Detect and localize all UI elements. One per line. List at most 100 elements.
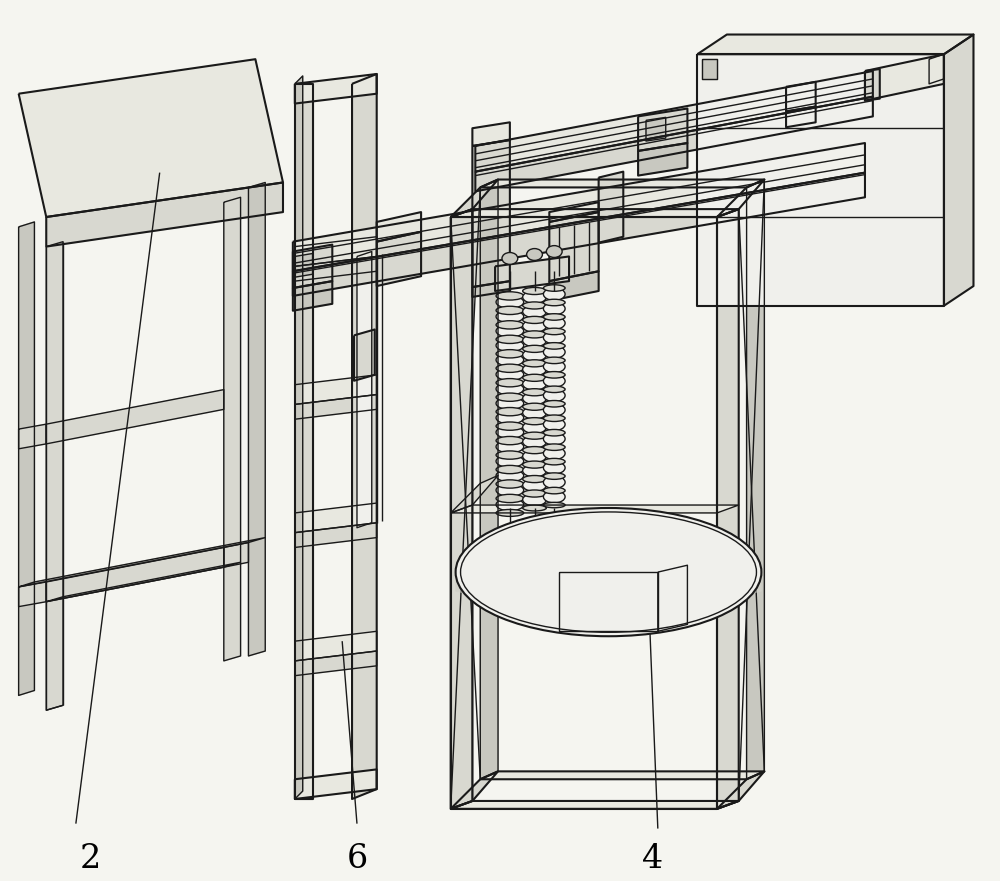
Polygon shape	[46, 389, 224, 444]
Ellipse shape	[523, 331, 546, 338]
Polygon shape	[293, 173, 865, 296]
Polygon shape	[451, 180, 498, 217]
Ellipse shape	[496, 440, 524, 453]
Ellipse shape	[523, 436, 546, 448]
Polygon shape	[357, 252, 372, 528]
Ellipse shape	[496, 393, 524, 402]
Polygon shape	[658, 566, 687, 632]
Polygon shape	[717, 772, 764, 809]
Polygon shape	[702, 59, 717, 79]
Polygon shape	[295, 522, 377, 547]
Ellipse shape	[496, 436, 524, 445]
Polygon shape	[638, 143, 687, 175]
Ellipse shape	[543, 429, 565, 436]
Polygon shape	[224, 543, 248, 567]
Polygon shape	[451, 505, 739, 513]
Ellipse shape	[523, 378, 546, 390]
Ellipse shape	[543, 343, 565, 349]
Ellipse shape	[496, 310, 524, 322]
Ellipse shape	[496, 484, 524, 496]
Ellipse shape	[523, 287, 546, 294]
Ellipse shape	[496, 339, 524, 352]
Ellipse shape	[543, 458, 565, 465]
Polygon shape	[293, 281, 332, 311]
Ellipse shape	[496, 321, 524, 329]
Ellipse shape	[523, 291, 546, 303]
Ellipse shape	[523, 447, 546, 454]
Ellipse shape	[543, 403, 565, 416]
Polygon shape	[475, 97, 873, 191]
Ellipse shape	[496, 494, 524, 502]
Polygon shape	[295, 254, 313, 278]
Polygon shape	[480, 772, 764, 780]
Ellipse shape	[496, 411, 524, 424]
Polygon shape	[549, 271, 599, 300]
Polygon shape	[472, 122, 510, 146]
Polygon shape	[865, 55, 944, 100]
Polygon shape	[19, 537, 265, 587]
Ellipse shape	[523, 363, 546, 375]
Polygon shape	[717, 180, 764, 217]
Polygon shape	[46, 241, 63, 710]
Polygon shape	[295, 503, 377, 533]
Polygon shape	[559, 572, 658, 632]
Ellipse shape	[527, 248, 542, 261]
Ellipse shape	[523, 349, 546, 361]
Polygon shape	[295, 374, 377, 404]
Ellipse shape	[523, 335, 546, 347]
Ellipse shape	[523, 432, 546, 440]
Ellipse shape	[496, 350, 524, 358]
Polygon shape	[599, 172, 623, 242]
Ellipse shape	[523, 461, 546, 468]
Polygon shape	[472, 281, 510, 297]
Ellipse shape	[543, 288, 565, 300]
Ellipse shape	[523, 345, 546, 352]
Ellipse shape	[496, 451, 524, 459]
Ellipse shape	[523, 490, 546, 497]
Ellipse shape	[543, 473, 565, 479]
Polygon shape	[46, 562, 241, 602]
Polygon shape	[786, 107, 816, 127]
Ellipse shape	[543, 389, 565, 402]
Polygon shape	[646, 117, 666, 141]
Polygon shape	[293, 143, 865, 271]
Polygon shape	[717, 209, 739, 809]
Ellipse shape	[496, 335, 524, 344]
Ellipse shape	[543, 401, 565, 407]
Ellipse shape	[543, 300, 565, 306]
Ellipse shape	[523, 493, 546, 506]
Polygon shape	[480, 180, 498, 780]
Polygon shape	[295, 84, 313, 799]
Ellipse shape	[496, 382, 524, 395]
Polygon shape	[549, 212, 599, 281]
Ellipse shape	[523, 316, 546, 323]
Polygon shape	[354, 329, 375, 381]
Ellipse shape	[496, 509, 524, 516]
Ellipse shape	[496, 368, 524, 381]
Polygon shape	[786, 82, 816, 112]
Ellipse shape	[543, 415, 565, 421]
Polygon shape	[248, 182, 265, 656]
Ellipse shape	[523, 476, 546, 483]
Text: 2: 2	[80, 843, 101, 876]
Ellipse shape	[496, 426, 524, 439]
Ellipse shape	[543, 476, 565, 488]
Polygon shape	[638, 108, 687, 151]
Polygon shape	[377, 212, 421, 241]
Ellipse shape	[543, 317, 565, 329]
Ellipse shape	[496, 422, 524, 430]
Polygon shape	[19, 582, 46, 607]
Polygon shape	[451, 209, 739, 217]
Ellipse shape	[523, 374, 546, 381]
Polygon shape	[495, 256, 569, 291]
Ellipse shape	[523, 359, 546, 366]
Polygon shape	[295, 76, 303, 799]
Ellipse shape	[543, 372, 565, 378]
Polygon shape	[377, 232, 421, 286]
Ellipse shape	[523, 464, 546, 477]
Ellipse shape	[543, 386, 565, 393]
Polygon shape	[697, 55, 944, 306]
Polygon shape	[295, 632, 377, 661]
Ellipse shape	[496, 296, 524, 308]
Ellipse shape	[496, 470, 524, 482]
